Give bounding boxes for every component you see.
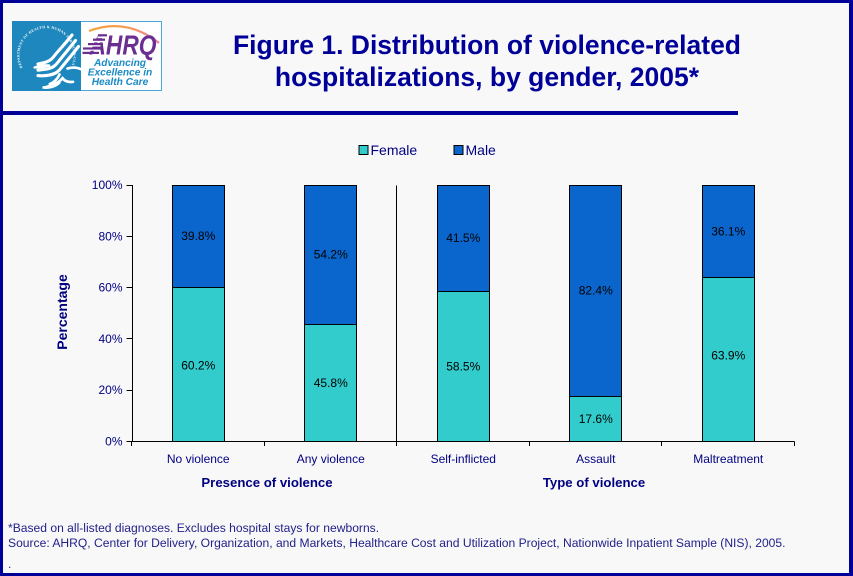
svg-text:39.8%: 39.8% [181,229,215,243]
svg-text:60.2%: 60.2% [181,359,215,373]
svg-text:Type of violence: Type of violence [543,475,645,490]
svg-text:100%: 100% [92,178,123,192]
svg-text:40%: 40% [98,332,122,346]
svg-text:45.8%: 45.8% [314,376,348,390]
svg-text:Self-inflicted: Self-inflicted [431,452,496,466]
svg-text:20%: 20% [98,383,122,397]
svg-text:41.5%: 41.5% [446,231,480,245]
svg-text:Percentage: Percentage [54,274,70,350]
svg-text:Any violence: Any violence [297,452,365,466]
svg-text:Advancing: Advancing [93,58,147,69]
svg-text:No violence: No violence [167,452,230,466]
svg-text:Female: Female [371,142,418,158]
svg-text:17.6%: 17.6% [579,412,613,426]
svg-text:58.5%: 58.5% [446,360,480,374]
svg-text:80%: 80% [98,229,122,243]
svg-text:Assault: Assault [576,452,616,466]
svg-text:Presence of violence: Presence of violence [201,475,332,490]
svg-text:63.9%: 63.9% [711,349,745,363]
svg-text:54.2%: 54.2% [314,248,348,262]
svg-text:0%: 0% [105,435,123,449]
svg-text:Health Care: Health Care [92,77,149,88]
svg-text:36.1%: 36.1% [711,224,745,238]
svg-text:Male: Male [466,142,497,158]
svg-text:82.4%: 82.4% [579,284,613,298]
svg-text:60%: 60% [98,281,122,295]
svg-text:Maltreatment: Maltreatment [693,452,764,466]
svg-text:Excellence in: Excellence in [88,68,153,79]
